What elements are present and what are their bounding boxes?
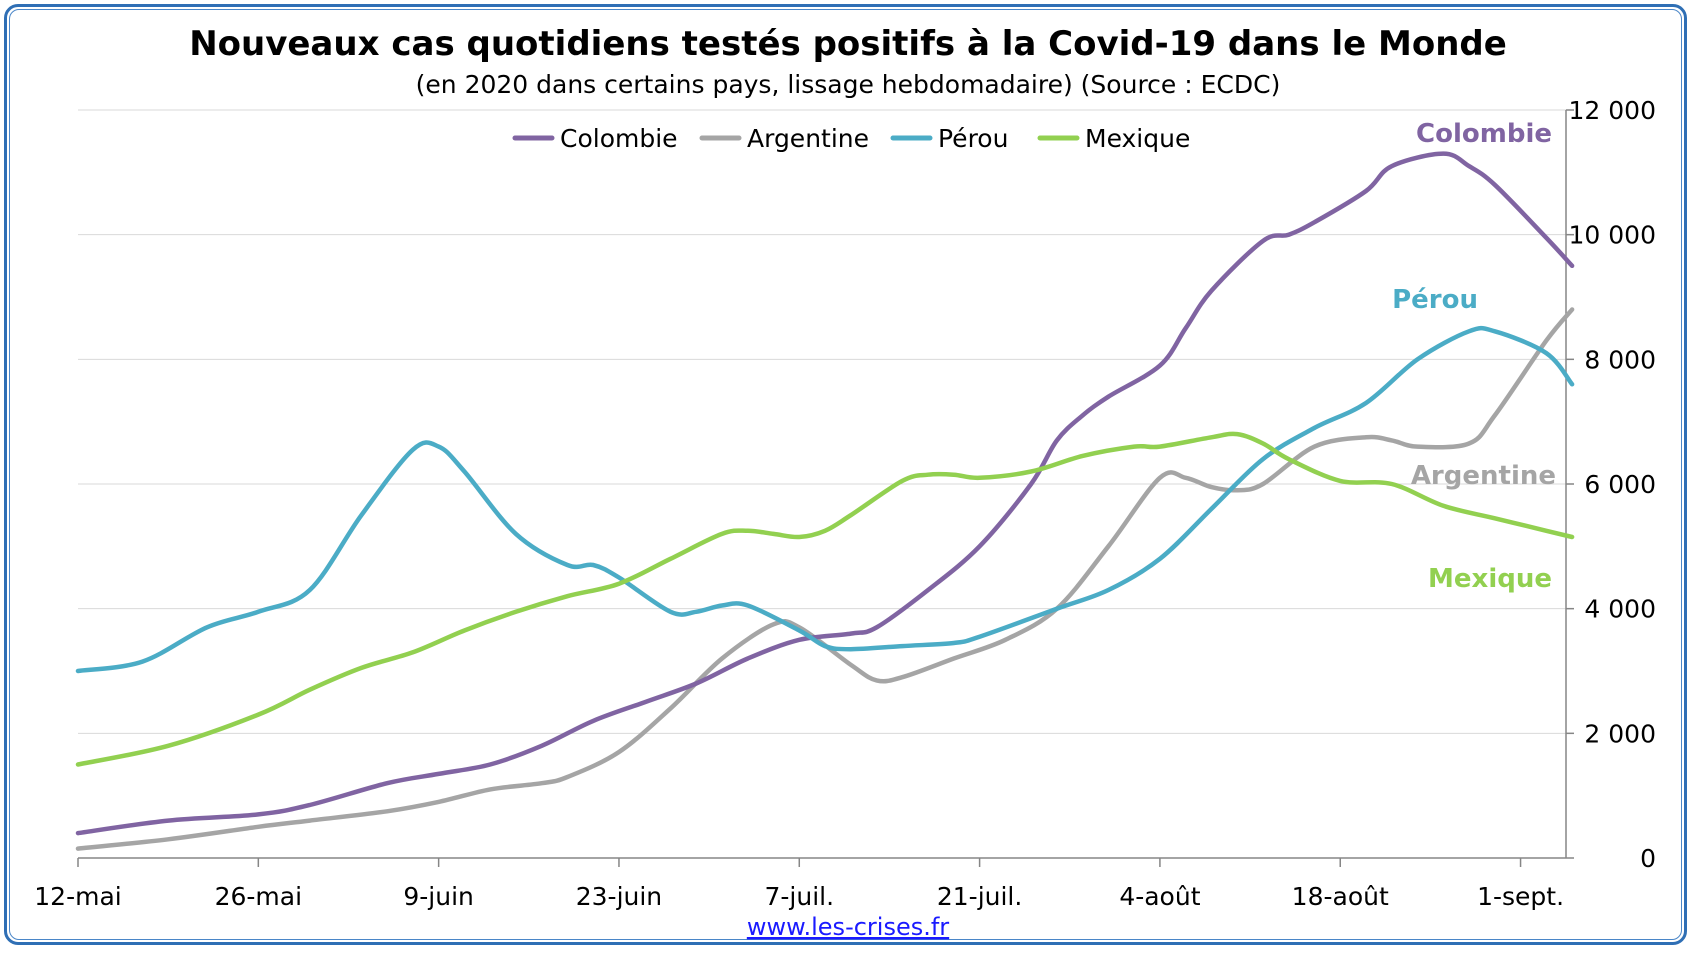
- y-tick-label: 12 000: [1569, 96, 1656, 125]
- y-tick-label: 2 000: [1584, 719, 1656, 748]
- legend: Colombie Argentine Pérou Mexique: [512, 124, 1190, 153]
- series-line-mexique: [75, 431, 1575, 767]
- end-label: Pérou: [1392, 285, 1478, 315]
- chart-frame-inner: [9, 9, 1682, 940]
- series-lines: [75, 151, 1575, 851]
- axes: 0 2 000 4 000 6 000 8 000 10 000 12 000 12-mai 2…: [34, 96, 1656, 911]
- source-link-text[interactable]: www.les-crises.fr: [747, 913, 949, 941]
- end-label: Colombie: [1416, 119, 1552, 149]
- series-line-colombie: [75, 151, 1575, 836]
- end-labels: Colombie Argentine Pérou Mexique: [1392, 119, 1556, 594]
- x-tick-label: 21-juil.: [937, 882, 1022, 911]
- y-tick-label: 0: [1640, 844, 1656, 873]
- chart-subtitle: (en 2020 dans certains pays, lissage heb…: [416, 70, 1281, 99]
- legend-label: Pérou: [938, 124, 1008, 153]
- end-label: Argentine: [1411, 461, 1556, 491]
- x-tick-label: 12-mai: [34, 882, 121, 911]
- x-tick-label: 1-sept.: [1477, 882, 1564, 911]
- y-tick-label: 4 000: [1584, 595, 1656, 624]
- y-tick-label: 6 000: [1584, 470, 1656, 499]
- legend-label: Mexique: [1085, 124, 1190, 153]
- gridlines: [78, 109, 1566, 734]
- x-tick-label: 9-juin: [403, 882, 474, 911]
- source-link[interactable]: www.les-crises.fr: [747, 913, 949, 941]
- y-tick-label: 10 000: [1569, 221, 1656, 250]
- series-line-argentine: [75, 307, 1575, 851]
- x-tick-label: 23-juin: [576, 882, 662, 911]
- legend-label: Colombie: [560, 124, 678, 153]
- x-tick-label: 26-mai: [215, 882, 302, 911]
- series-line-perou: [75, 325, 1575, 674]
- end-label: Mexique: [1428, 564, 1552, 594]
- x-tick-label: 4-août: [1119, 882, 1200, 911]
- x-tick-label: 7-juil.: [764, 882, 834, 911]
- chart-title: Nouveaux cas quotidiens testés positifs …: [189, 24, 1507, 64]
- x-tick-label: 18-août: [1292, 882, 1389, 911]
- y-tick-label: 8 000: [1584, 345, 1656, 374]
- legend-label: Argentine: [747, 124, 869, 153]
